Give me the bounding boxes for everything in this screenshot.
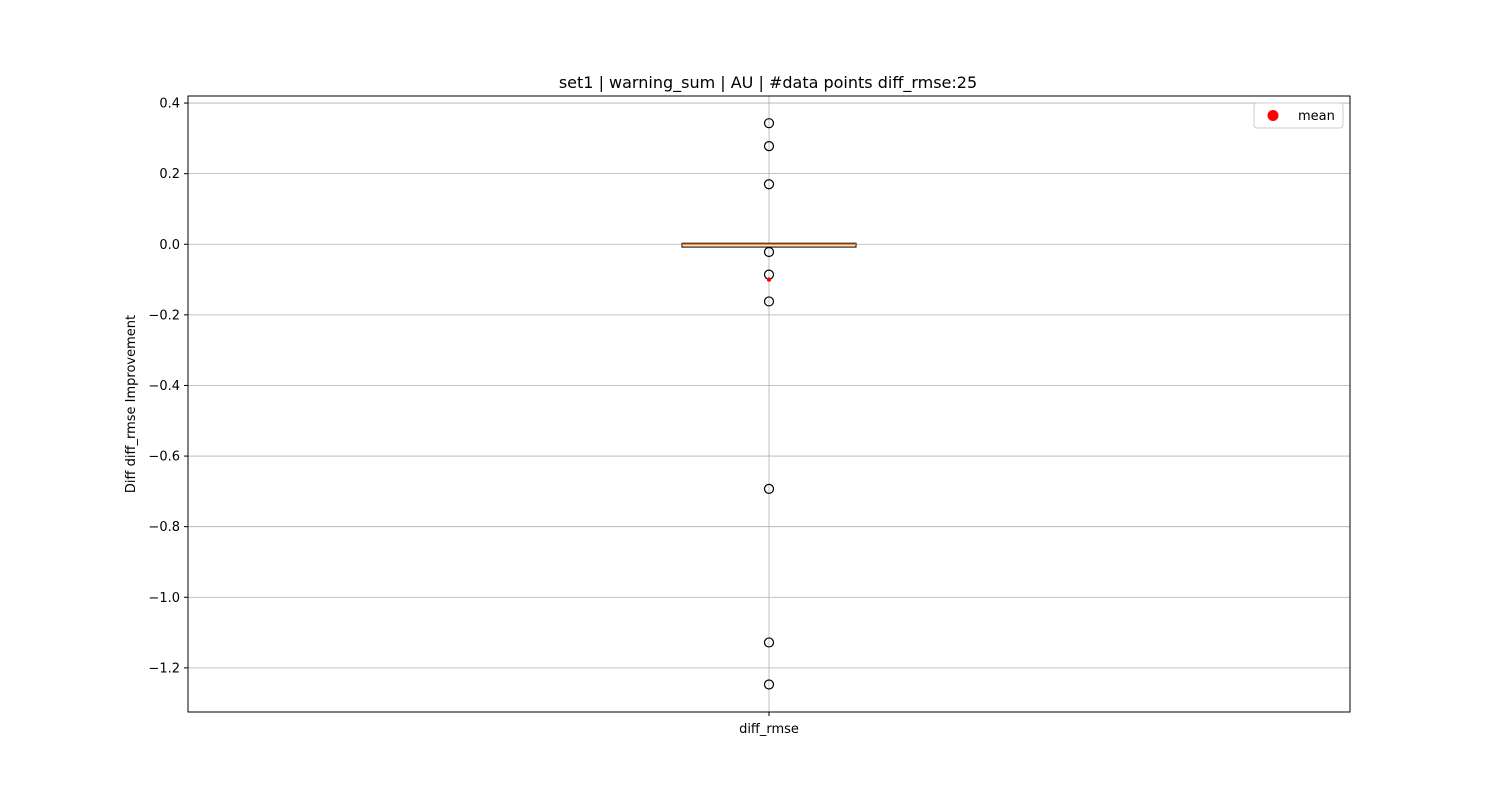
outlier-point <box>763 179 775 190</box>
outlier-point <box>763 483 775 494</box>
y-tick-label: −0.2 <box>148 308 180 323</box>
mean-point <box>766 277 772 282</box>
legend-mean-label: mean <box>1298 109 1335 124</box>
y-tick-label: −0.8 <box>148 520 180 535</box>
x-tick-label: diff_rmse <box>739 722 799 737</box>
y-tick-label: −1.2 <box>148 661 180 676</box>
outlier-point <box>763 679 775 690</box>
plot-elements <box>681 118 857 690</box>
y-tick-label: −0.4 <box>148 379 180 394</box>
y-tick-label: −0.6 <box>148 450 180 465</box>
y-tick-label: 0.4 <box>159 97 180 112</box>
legend: mean <box>1253 102 1344 129</box>
y-axis-label: Diff diff_rmse Improvement <box>124 315 139 493</box>
y-tick-label: 0.2 <box>159 167 180 182</box>
legend-box <box>1253 102 1344 129</box>
outlier-point <box>763 637 775 648</box>
y-tick-label: −1.0 <box>148 591 180 606</box>
outlier-point <box>763 118 775 129</box>
y-tick-label: 0.0 <box>159 238 180 253</box>
chart-title: set1 | warning_sum | AU | #data points d… <box>559 73 977 93</box>
outlier-point <box>763 246 775 258</box>
y-axis: 0.4 0.2 0.0 −0.2 −0.4 −0.6 −0.8 −1.0 −1.2 <box>148 97 188 676</box>
legend-mean-marker <box>1267 110 1279 121</box>
outlier-point <box>763 141 775 152</box>
outlier-point <box>763 296 775 307</box>
x-axis: diff_rmse <box>739 712 799 737</box>
